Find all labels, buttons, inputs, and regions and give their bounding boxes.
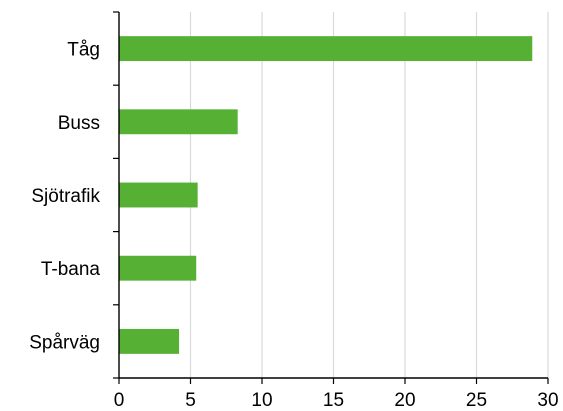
x-tick-label: 30 xyxy=(537,390,558,411)
x-tick-label: 25 xyxy=(466,390,487,411)
bar xyxy=(119,36,533,62)
bar xyxy=(119,255,197,281)
x-tick-label: 5 xyxy=(185,390,196,411)
bar xyxy=(119,182,198,208)
x-tick-label: 0 xyxy=(114,390,125,411)
bars xyxy=(119,36,533,354)
x-tick-label: 15 xyxy=(323,390,344,411)
x-tick-label: 10 xyxy=(251,390,272,411)
axes xyxy=(113,11,549,384)
category-labels: Tåg Buss Sjötrafik T-bana Spårväg xyxy=(29,40,100,354)
bar xyxy=(119,109,238,135)
x-tick-labels: 0 5 10 15 20 25 30 xyxy=(114,390,559,411)
category-label: Buss xyxy=(58,113,100,134)
bar xyxy=(119,328,180,354)
category-label: Spårväg xyxy=(29,332,100,353)
category-label: Sjötrafik xyxy=(31,186,100,207)
x-tick-label: 20 xyxy=(394,390,415,411)
category-label: T-bana xyxy=(41,259,101,280)
gridlines xyxy=(189,12,549,378)
category-label: Tåg xyxy=(67,40,100,61)
